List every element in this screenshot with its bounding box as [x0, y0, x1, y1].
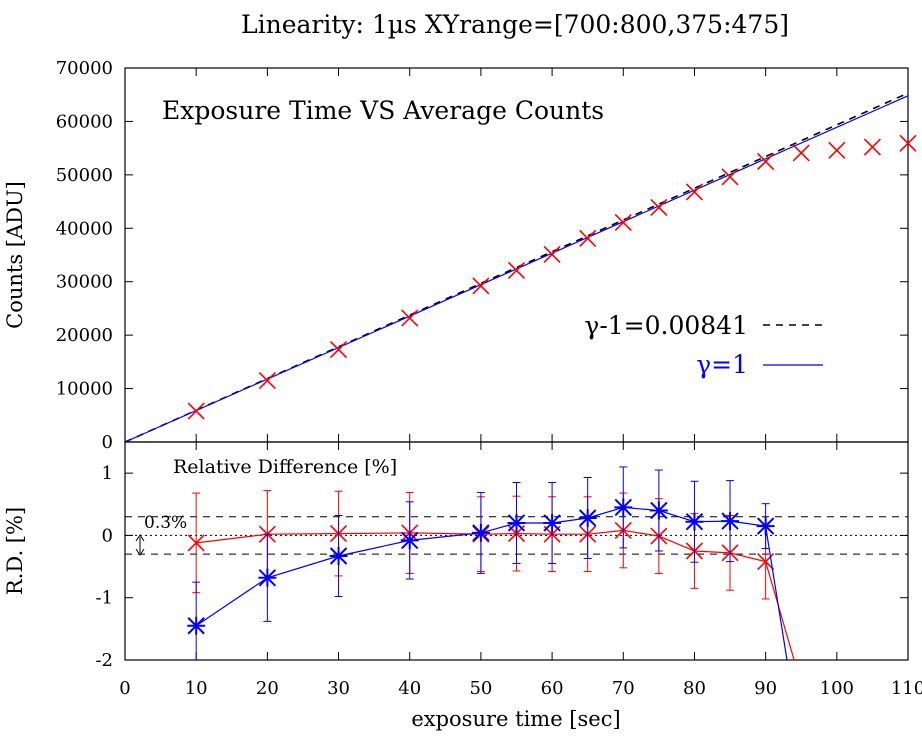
counts-data-point [721, 168, 739, 186]
counts-data-point [792, 144, 810, 162]
legend-entry-solid-fit: γ=1 [696, 350, 748, 379]
counts-data-point [329, 341, 348, 359]
rd-data-point [721, 512, 740, 531]
x-tick-label: 50 [469, 678, 492, 699]
counts-data-point [543, 245, 561, 264]
fit-line-solid [124, 95, 909, 443]
counts-data-point [187, 402, 205, 420]
x-tick-label: 20 [256, 678, 279, 699]
counts-y-axis-label: Counts [ADU] [3, 181, 27, 329]
x-axis-label: exposure time [sec] [411, 707, 620, 731]
counts-y-tick-label: 40000 [56, 218, 113, 239]
x-tick-label: 30 [327, 678, 350, 699]
chart-title: Linearity: 1µs XYrange=[700:800,375:475] [241, 10, 789, 39]
rd-data-point [543, 513, 562, 532]
counts-y-tick-label: 50000 [56, 165, 113, 186]
rd-data-point [471, 523, 490, 542]
counts-data-point [650, 198, 668, 217]
x-tick-label: 60 [541, 678, 564, 699]
rd-y-tick-label: -2 [95, 650, 113, 671]
relative-difference-title: Relative Difference [%] [173, 456, 397, 478]
x-tick-label: 40 [398, 678, 421, 699]
counts-data-point [863, 138, 881, 156]
rd-series-line [196, 529, 795, 661]
counts-data-point [685, 183, 704, 201]
counts-data-point [401, 309, 419, 327]
x-tick-label: 70 [612, 678, 635, 699]
rd-y-tick-label: 0 [102, 525, 113, 546]
rd-data-point [685, 512, 704, 531]
rd-data-point [329, 546, 348, 565]
x-tick-label: 90 [754, 678, 777, 699]
rd-data-point [258, 568, 277, 587]
rd-y-tick-label: -1 [95, 588, 113, 609]
counts-y-tick-label: 10000 [56, 379, 113, 400]
threshold-annotation: 0.3% [144, 513, 187, 533]
rd-data-point [187, 616, 206, 635]
rd-y-tick-label: 1 [102, 463, 113, 484]
rd-data-point [400, 531, 419, 550]
counts-y-tick-label: 70000 [56, 58, 113, 79]
relative-difference-panel-frame [124, 441, 909, 661]
counts-data-point [828, 141, 846, 159]
legend-entry-dashed-fit: γ-1=0.00841 [584, 311, 748, 340]
x-tick-label: 80 [683, 678, 706, 699]
counts-data-point [899, 134, 917, 152]
counts-panel: 0 10000 20000 30000 40000 50000 60000 70000 Exp… [3, 58, 917, 453]
rd-data-point [578, 508, 597, 527]
threshold-arrow [135, 534, 145, 556]
counts-data-point [579, 229, 597, 248]
x-tick-label: 0 [119, 678, 130, 699]
counts-y-tick-label: 30000 [56, 272, 113, 293]
counts-panel-title: Exposure Time VS Average Counts [162, 96, 604, 125]
rd-data-point [187, 534, 205, 552]
counts-data-point [507, 261, 526, 280]
rd-data-point [614, 498, 633, 517]
counts-data-point [472, 277, 490, 295]
rd-data-point [507, 513, 526, 532]
rd-data-point [756, 517, 775, 536]
x-tick-label: 10 [185, 678, 208, 699]
counts-y-tick-label: 60000 [56, 111, 113, 132]
rd-data-point [649, 501, 668, 520]
rd-y-axis-label: R.D. [%] [3, 507, 27, 595]
x-tick-label: 100 [820, 678, 854, 699]
counts-data-point [757, 152, 775, 171]
counts-y-tick-label: 0 [102, 432, 113, 453]
counts-data-point [258, 371, 276, 390]
counts-legend: γ-1=0.00841 γ=1 [584, 311, 823, 379]
rd-series-blue [187, 466, 788, 661]
counts-data-point [614, 213, 632, 231]
x-tick-label: 110 [891, 678, 922, 699]
counts-y-tick-label: 20000 [56, 325, 113, 346]
